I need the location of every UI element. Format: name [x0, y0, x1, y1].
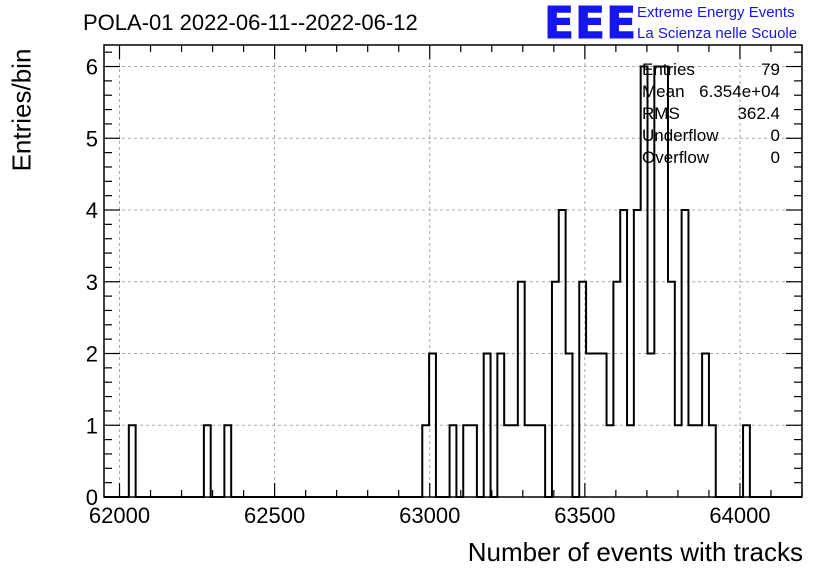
histogram-bin — [552, 282, 559, 497]
y-tick-label: 5 — [86, 126, 98, 151]
histogram-bin — [586, 354, 593, 497]
histogram-bin — [668, 282, 675, 497]
histogram-bin — [593, 354, 600, 497]
logo-line-1: Extreme Energy Events — [637, 4, 795, 21]
histogram-outline — [104, 65, 802, 498]
stat-name: Underflow — [642, 126, 719, 145]
histogram-bin — [497, 354, 504, 497]
stat-value: 362.4 — [737, 104, 780, 123]
histogram-bin — [518, 282, 525, 497]
histogram-bin — [450, 425, 457, 497]
histogram-bin — [743, 425, 750, 497]
y-tick-label: 0 — [86, 485, 98, 510]
histogram-bin — [607, 425, 614, 497]
stat-value: 0 — [770, 148, 780, 167]
histogram-bin — [688, 425, 695, 497]
histogram-bin — [422, 425, 429, 497]
histogram-bin — [702, 354, 709, 497]
histogram-bin — [129, 425, 136, 497]
y-tick-label: 4 — [86, 198, 98, 223]
y-tick-label: 2 — [86, 342, 98, 367]
histogram-bin — [695, 425, 702, 497]
stat-row-overflow: Overflow 0 — [642, 148, 780, 170]
histogram-bin — [620, 210, 627, 497]
stat-row-rms: RMS 362.4 — [642, 104, 780, 126]
histogram-bin — [429, 354, 436, 497]
histogram-bin — [634, 210, 641, 497]
histogram-bin — [463, 425, 470, 497]
histogram-bin — [470, 425, 477, 497]
histogram-bin — [224, 425, 231, 497]
histogram-bin — [559, 210, 566, 497]
histogram-bin — [682, 210, 689, 497]
histogram-bin — [525, 425, 532, 497]
y-axis-label: Entries/bin — [6, 48, 37, 172]
logo-line-2: La Scienza nelle Scuole — [637, 25, 798, 42]
x-axis-label: Number of events with tracks — [467, 537, 803, 567]
chart-title: POLA-01 2022-06-11--2022-06-12 — [83, 10, 418, 35]
x-tick-label: 62500 — [244, 503, 305, 528]
histogram-bin — [675, 425, 682, 497]
stat-value: 6.354e+04 — [699, 82, 780, 101]
x-tick-label: 62000 — [89, 503, 150, 528]
histogram-bin — [600, 354, 607, 497]
histogram-bin — [511, 425, 518, 497]
histogram-bin — [531, 425, 538, 497]
stat-row-underflow: Underflow 0 — [642, 126, 780, 148]
histogram-bin — [627, 425, 634, 497]
x-tick-label: 63500 — [554, 503, 615, 528]
stat-value: 0 — [770, 126, 780, 145]
y-tick-label: 3 — [86, 270, 98, 295]
x-tick-label: 63000 — [399, 503, 460, 528]
histogram-bin — [504, 425, 511, 497]
histogram-bin — [613, 282, 620, 497]
stat-row-entries: Entries 79 — [642, 60, 780, 82]
y-tick-label: 1 — [86, 413, 98, 438]
plot-frame — [103, 44, 803, 498]
stat-row-mean: Mean 6.354e+04 — [642, 82, 780, 104]
stat-name: Mean — [642, 82, 685, 101]
histogram-bin — [484, 354, 491, 497]
histogram-bin — [579, 282, 586, 497]
histogram-bin — [648, 354, 655, 497]
histogram-bin — [538, 425, 545, 497]
histogram-bin — [709, 425, 716, 497]
stat-name: Entries — [642, 60, 695, 79]
stat-value: 79 — [761, 60, 780, 79]
histogram-bin — [204, 425, 211, 497]
stats-box: Entries 79 Mean 6.354e+04 RMS 362.4 Unde… — [642, 60, 780, 170]
stat-name: RMS — [642, 104, 680, 123]
stat-name: Overflow — [642, 148, 710, 167]
eee-logo: EEE — [543, 0, 638, 49]
x-tick-label: 64000 — [709, 503, 770, 528]
histogram-bin — [566, 354, 573, 497]
y-tick-label: 6 — [86, 55, 98, 80]
